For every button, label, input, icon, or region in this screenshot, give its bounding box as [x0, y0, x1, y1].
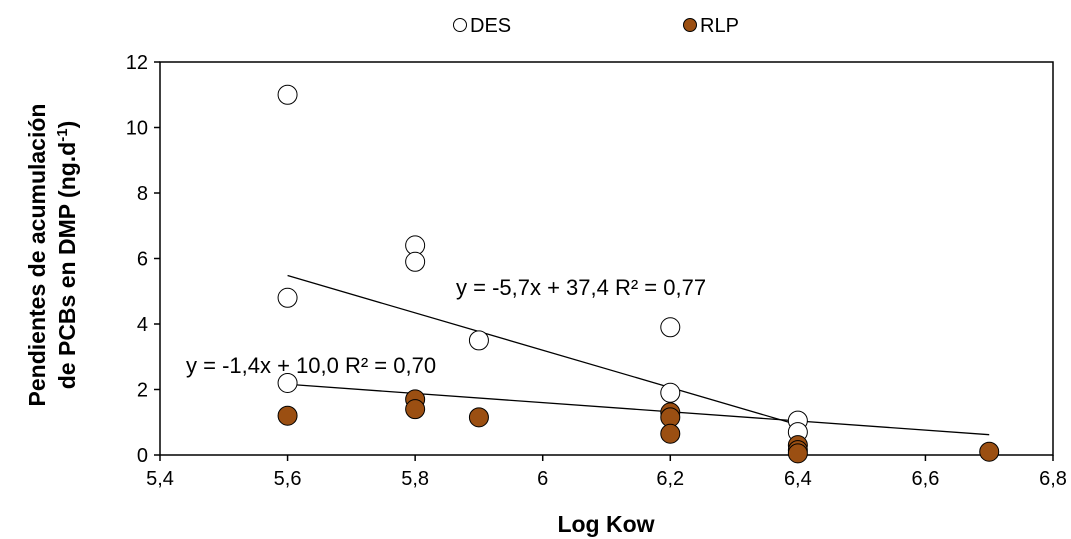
trendlines: [287, 274, 990, 436]
x-axis-title: Log Kow: [557, 511, 654, 537]
legend-label-des: DES: [470, 15, 511, 37]
x-tick-label: 6,8: [1039, 468, 1067, 490]
y-tick-label: 2: [137, 380, 148, 402]
legend-marker-des: [453, 18, 467, 32]
x-axis-ticks: 5,4 5,6 5,8 6 6,2 6,4 6,6 6,8: [146, 455, 1067, 490]
y-tick-label: 10: [126, 118, 148, 140]
y-tick-label: 6: [137, 249, 148, 271]
x-tick-label: 5,8: [401, 468, 429, 490]
x-tick-label: 6,6: [912, 468, 940, 490]
legend-marker-rlp: [683, 18, 697, 32]
data-point-rlp: [660, 423, 681, 444]
x-tick-label: 6,2: [656, 468, 684, 490]
y-axis-title: Pendientes de acumulación de PCBs en DMP…: [24, 104, 80, 407]
y-axis-title-line2-sup: -1: [54, 128, 71, 141]
x-tick-label: 5,4: [146, 468, 174, 490]
equation-des: y = -5,7x + 37,4 R² = 0,77: [456, 275, 706, 300]
data-point-rlp: [468, 407, 489, 428]
y-axis-ticks: 0 2 4 6 8 10 12: [126, 52, 160, 467]
y-axis-title-line1: Pendientes de acumulación: [24, 104, 50, 407]
data-points: [277, 84, 1000, 464]
trendline-des: [287, 274, 799, 426]
data-point-rlp: [979, 441, 1000, 462]
x-tick-label: 6: [537, 468, 548, 490]
data-point-des: [277, 372, 298, 393]
trendline-rlp: [287, 383, 990, 436]
data-point-rlp: [405, 399, 426, 420]
y-tick-label: 0: [137, 445, 148, 467]
data-point-des: [277, 84, 298, 105]
x-tick-label: 6,4: [784, 468, 812, 490]
data-point-rlp: [787, 443, 808, 464]
plot-area: [159, 61, 1054, 456]
y-axis-title-line2-suffix: ): [54, 121, 80, 129]
equation-rlp: y = -1,4x + 10,0 R² = 0,70: [186, 353, 436, 378]
y-axis-title-line2-prefix: de PCBs en DMP (ng.d: [54, 142, 80, 390]
data-point-rlp: [277, 405, 298, 426]
data-point-des: [660, 317, 681, 338]
data-point-des: [405, 251, 426, 272]
y-axis-title-line2: de PCBs en DMP (ng.d-1): [54, 121, 80, 390]
data-point-des: [660, 382, 681, 403]
legend-label-rlp: RLP: [700, 15, 739, 37]
data-point-des: [277, 287, 298, 308]
y-tick-label: 8: [137, 183, 148, 205]
data-point-des: [468, 330, 489, 351]
y-tick-label: 12: [126, 52, 148, 74]
legend: DES RLP: [453, 15, 739, 37]
y-tick-label: 4: [137, 314, 148, 336]
x-tick-label: 5,6: [274, 468, 302, 490]
